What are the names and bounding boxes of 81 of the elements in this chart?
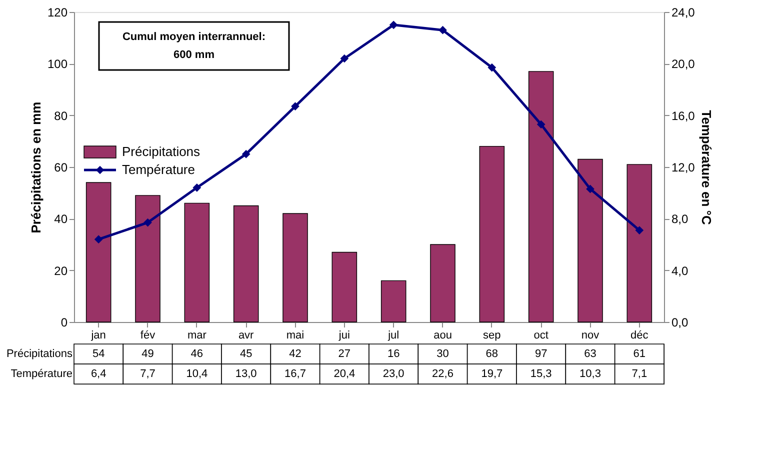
data-label: 61	[633, 348, 646, 360]
data-label: 45	[240, 348, 252, 360]
legend-label: Température	[122, 162, 195, 177]
text: Précipitations	[6, 348, 72, 360]
data-label: 13,0	[235, 368, 257, 380]
data-label: 6,4	[90, 368, 106, 380]
x-tick-label: mar	[187, 330, 207, 342]
data-label: 7,1	[632, 368, 648, 380]
data-label: 16	[387, 348, 400, 360]
point	[94, 235, 103, 244]
data-label: 10,4	[186, 368, 208, 380]
data-label: 19,7	[481, 368, 503, 380]
annotation: Cumul moyen interrannuel: 600 mm	[122, 31, 266, 61]
point	[192, 183, 202, 192]
data-label: 27	[338, 348, 351, 360]
y-tick-label: 60	[54, 160, 68, 174]
bar	[332, 252, 358, 322]
x-tick-label: déc	[630, 330, 649, 342]
y2-axis-title: Température en °C	[698, 110, 714, 226]
bar	[86, 182, 112, 322]
point	[242, 150, 250, 158]
y-axis-title: Précipitations en mm	[28, 102, 44, 234]
x-tick-label: sep	[483, 330, 501, 342]
x-tick-label: oct	[534, 330, 548, 342]
data-label: 97	[534, 348, 548, 360]
point	[340, 54, 349, 63]
data-label: 10,3	[580, 368, 601, 380]
data-label: 23,0	[382, 368, 404, 380]
point	[488, 63, 496, 72]
y-tick-label: 40	[54, 212, 68, 226]
bar	[479, 146, 505, 322]
point	[144, 218, 152, 227]
x-tick-label: fév	[140, 330, 156, 342]
data-label: 20,4	[334, 368, 356, 380]
y2-tick-label: 0,0	[672, 316, 689, 330]
y-tick-label: 0	[60, 316, 68, 330]
x-tick-label: nov	[581, 330, 600, 342]
point	[635, 226, 644, 234]
legend-label: Précipitations	[122, 144, 201, 159]
data-label: 15,3	[530, 368, 552, 380]
bar	[626, 164, 652, 322]
bar	[135, 195, 160, 322]
y-tick-label: 100	[47, 57, 68, 72]
y2-tick-label: 20,0	[672, 57, 696, 72]
bar	[184, 202, 210, 322]
x-tick-label: jul	[387, 330, 400, 342]
point	[291, 102, 300, 110]
data-label: 42	[289, 348, 302, 360]
data-label: 30	[436, 348, 449, 360]
point	[536, 120, 546, 129]
bar	[380, 280, 406, 322]
bar	[430, 244, 456, 322]
data-label: 54	[92, 348, 105, 360]
data-label: 46	[190, 348, 204, 360]
x-tick-label: jui	[338, 330, 350, 342]
data-label: 49	[142, 348, 154, 360]
y2-tick-label: 12,0	[672, 160, 696, 174]
point	[389, 20, 398, 30]
y2-tick-label: 24,0	[672, 6, 696, 20]
data-label: 63	[584, 348, 596, 360]
x-tick-label: aou	[434, 330, 452, 342]
text: Température	[10, 368, 72, 380]
y2-tick-label: 4,0	[672, 264, 689, 278]
bar	[233, 205, 259, 322]
y2-tick-label: 16,0	[672, 108, 696, 123]
y-tick-label: 120	[47, 6, 68, 20]
x-tick-label: avr	[238, 330, 254, 342]
data-label: 7,7	[140, 368, 156, 380]
bar	[282, 213, 308, 322]
data-label: 22,6	[432, 368, 454, 380]
point	[586, 184, 594, 194]
y-tick-label: 80	[54, 108, 68, 123]
y-tick-label: 20	[54, 264, 68, 278]
bar	[528, 71, 554, 322]
x-tick-label: jan	[90, 330, 106, 342]
bar	[578, 158, 603, 322]
data-label: 68	[486, 348, 498, 360]
data-label: 16,7	[284, 368, 306, 380]
y2-tick-label: 8,0	[672, 212, 689, 226]
point	[438, 26, 447, 34]
x-tick-label: mai	[286, 330, 304, 342]
